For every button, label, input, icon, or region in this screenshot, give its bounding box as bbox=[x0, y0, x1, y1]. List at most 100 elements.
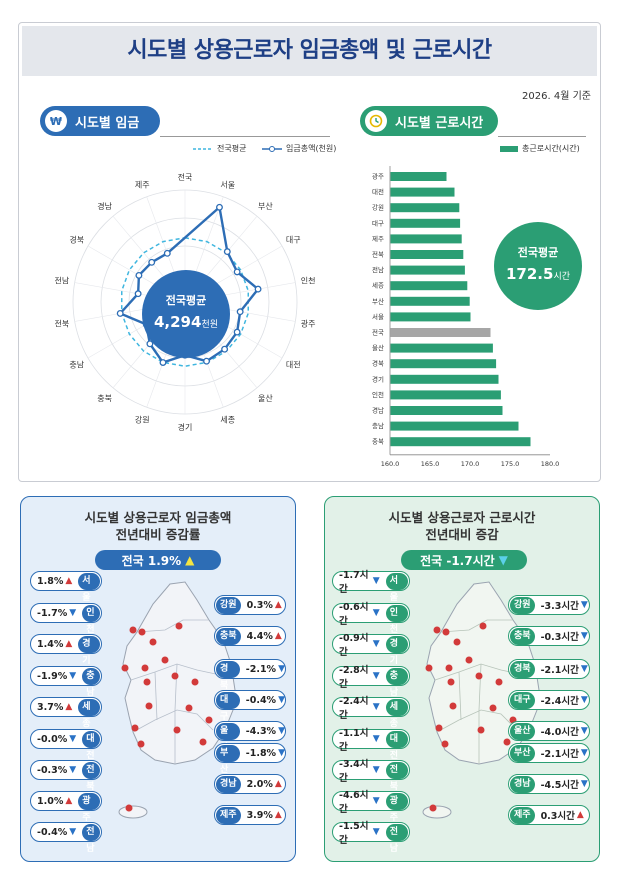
radar-point bbox=[236, 308, 244, 316]
region-name: 인천 bbox=[82, 604, 100, 635]
region-name: 강원 bbox=[216, 596, 241, 614]
change-value-text: 0.3% bbox=[246, 599, 273, 611]
region-borders bbox=[130, 619, 226, 764]
change-value-text: -0.3시간 bbox=[540, 632, 579, 643]
hbar-tick-label: 180.0 bbox=[541, 460, 560, 468]
radar-axis-label: 전국 bbox=[178, 172, 193, 182]
hours-avg-number: 172.5 bbox=[505, 265, 554, 283]
pin bbox=[441, 740, 449, 748]
radar-axis-label: 충남 bbox=[69, 361, 84, 370]
radar-axis-label: 경기 bbox=[178, 422, 193, 432]
radar-point bbox=[254, 285, 262, 293]
region-name: 서울 bbox=[78, 572, 100, 603]
hbar-category-label: 경기 bbox=[372, 374, 384, 383]
up-arrow-icon: ▲ bbox=[274, 600, 282, 610]
hbar-category-label: 광주 bbox=[372, 173, 384, 181]
region-change-tag: 울산 -4.0시간 ▼ bbox=[508, 721, 590, 741]
wage-change-title-line2: 전년대비 증감률 bbox=[115, 527, 201, 542]
pin bbox=[445, 664, 453, 672]
change-value: -4.0시간 ▼ bbox=[539, 724, 588, 738]
down-arrow-icon: ▼ bbox=[372, 827, 380, 837]
radar-point bbox=[216, 203, 223, 211]
hours-avg-value: 172.5시간 bbox=[494, 264, 582, 283]
change-value-text: -1.9% bbox=[37, 670, 68, 682]
up-arrow-icon: ▲ bbox=[65, 702, 73, 712]
hbar-category-label: 대구 bbox=[372, 219, 384, 227]
region-change-tag: -1.5시간 ▼ 전남 bbox=[332, 821, 410, 854]
hbar-bar bbox=[390, 218, 461, 228]
change-value-text: -1.7% bbox=[37, 607, 68, 619]
region-change-tag: -0.3% ▼ 전북 bbox=[30, 760, 102, 792]
change-value: -1.9% ▼ bbox=[31, 671, 78, 682]
hbar-category-label: 서울 bbox=[372, 312, 384, 321]
legend-avg-label: 전국평균 bbox=[217, 144, 247, 153]
region-name: 충북 bbox=[510, 627, 535, 645]
region-name: 경북 bbox=[216, 660, 240, 691]
region-name: 강원 bbox=[510, 596, 535, 614]
hbar-tick-label: 175.0 bbox=[501, 460, 520, 468]
down-arrow-icon: ▼ bbox=[69, 765, 77, 775]
change-value-text: -2.1시간 bbox=[540, 665, 579, 676]
region-change-tag: 1.0% ▲ 광주 bbox=[30, 791, 102, 823]
change-value-text: -2.8시간 bbox=[339, 665, 369, 690]
pin bbox=[161, 656, 169, 664]
pin bbox=[175, 622, 183, 630]
region-change-tag: 제주 3.9% ▲ bbox=[214, 805, 286, 825]
change-value-text: -1.7시간 bbox=[339, 570, 369, 595]
hbar-bar bbox=[390, 374, 499, 384]
wage-divider bbox=[160, 136, 330, 137]
change-value: -1.1시간 ▼ bbox=[333, 725, 382, 753]
hours-total-text: 전국 -1.7시간 bbox=[420, 553, 495, 568]
pin bbox=[205, 716, 213, 724]
region-name: 경남 bbox=[510, 775, 535, 793]
wage-change-title: 시도별 상용근로자 임금총액 전년대비 증감률 bbox=[21, 509, 295, 543]
down-arrow-icon: ▼ bbox=[372, 576, 380, 586]
change-value-text: -4.3% bbox=[245, 725, 277, 737]
radar-point bbox=[203, 357, 210, 365]
hbar-tick-label: 160.0 bbox=[381, 460, 400, 468]
region-change-tag: 강원 -3.3시간 ▼ bbox=[508, 595, 590, 615]
radar-point bbox=[233, 328, 241, 336]
region-change-tag: -4.6시간 ▼ 광주 bbox=[332, 790, 410, 823]
hbar-category-label: 전북 bbox=[372, 250, 384, 259]
hbar-bar bbox=[390, 281, 468, 291]
change-value-text: -1.1시간 bbox=[339, 728, 369, 753]
down-arrow-icon: ▼ bbox=[69, 671, 77, 681]
change-value: -2.4시간 ▼ bbox=[333, 693, 382, 721]
legend-wage-label: 임금총액(천원) bbox=[286, 144, 337, 153]
hbar-category-label: 경북 bbox=[372, 359, 384, 368]
region-change-tag: 부산 -2.1시간 ▼ bbox=[508, 743, 590, 763]
change-value: -4.5시간 ▼ bbox=[539, 777, 588, 791]
radar-axis-label: 세종 bbox=[220, 415, 235, 424]
pin bbox=[475, 672, 483, 680]
wage-total-badge: 전국 1.9% ▲ bbox=[95, 550, 221, 570]
change-value-text: -4.6시간 bbox=[339, 790, 369, 815]
pin bbox=[477, 726, 485, 734]
hbar-bar bbox=[390, 343, 493, 353]
pin bbox=[141, 664, 149, 672]
down-arrow-icon: ▼ bbox=[580, 600, 588, 610]
down-arrow-icon: ▼ bbox=[69, 827, 77, 837]
pin bbox=[495, 678, 503, 686]
region-name: 광주 bbox=[385, 792, 408, 823]
change-value-text: -1.8% bbox=[245, 747, 277, 759]
radar-point bbox=[134, 290, 142, 298]
top-frame bbox=[18, 22, 601, 482]
change-value: -4.6시간 ▼ bbox=[333, 787, 382, 815]
change-value: -0.0% ▼ bbox=[31, 734, 78, 745]
hbar-bar bbox=[390, 437, 531, 447]
pin bbox=[479, 622, 487, 630]
wage-total-text: 전국 1.9% bbox=[121, 553, 182, 568]
region-change-tag: -2.8시간 ▼ 충남 bbox=[332, 665, 410, 698]
pin bbox=[129, 626, 137, 634]
down-arrow-icon: ▼ bbox=[278, 748, 285, 758]
change-value-text: -1.5시간 bbox=[339, 821, 369, 846]
hbar-category-label: 세종 bbox=[372, 281, 384, 290]
pin bbox=[149, 638, 157, 646]
region-name: 충남 bbox=[385, 667, 408, 698]
region-name: 경남 bbox=[216, 775, 241, 793]
pin bbox=[442, 628, 450, 636]
legend-hours-label: 총근로시간(시간) bbox=[522, 144, 580, 153]
hbar-category-label: 대전 bbox=[372, 187, 384, 196]
